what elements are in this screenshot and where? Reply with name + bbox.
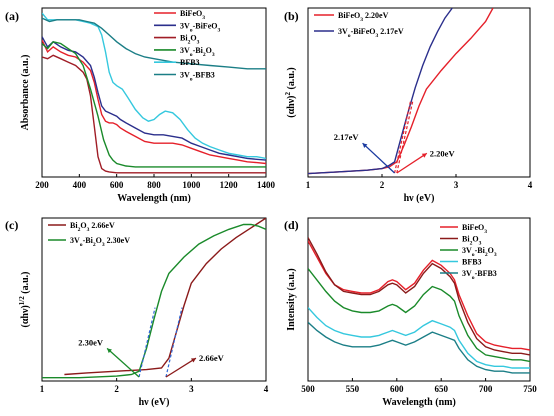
panel-label: (d) — [284, 218, 299, 232]
annotation-label: 2.17eV — [334, 132, 360, 142]
x-axis-label: hν (eV) — [404, 193, 435, 204]
x-tick-label: 400 — [73, 180, 87, 190]
legend-label: BiFeO3 — [180, 9, 205, 21]
series-line-Bi2O3 — [308, 237, 530, 356]
legend: BiFeO3 2.20eV 3Vo-BiFeO3 2.17eV — [314, 11, 404, 39]
x-tick-label: 1000 — [182, 180, 201, 190]
annotation-label: 2.30eV — [78, 337, 104, 347]
y-axis-label: Absorbance (a.u.) — [20, 55, 31, 131]
legend-label: 3Vo-Bi2O3 — [462, 246, 497, 258]
legend-label: Bi2O3 — [180, 34, 200, 46]
plot-frame — [41, 7, 267, 178]
legend-label: BiFeO3 — [462, 223, 487, 235]
tangent-line — [165, 307, 183, 378]
tangent-line — [138, 307, 156, 378]
panel-label: (a) — [5, 9, 19, 23]
legend-label: BFB3 — [180, 58, 200, 67]
annotation-arrow — [106, 347, 140, 378]
x-tick-label: 500 — [301, 384, 315, 394]
series-line-3VoBi2O3 — [42, 41, 266, 168]
x-tick-label: 750 — [523, 384, 537, 394]
x-tick-label: 2 — [380, 180, 385, 190]
series-line-BFB3 — [42, 12, 266, 160]
x-tick-label: 3 — [189, 384, 194, 394]
tangent-line — [393, 100, 412, 174]
series-line-3VoBFB3 — [42, 17, 266, 70]
x-axis-label: Wavelength (nm) — [382, 397, 456, 408]
x-tick-label: 550 — [346, 384, 360, 394]
plot-frame — [307, 217, 531, 382]
x-tick-label: 1 — [40, 384, 45, 394]
arrow-head — [421, 153, 427, 158]
x-tick-label: 4 — [264, 384, 269, 394]
panel-label: (b) — [284, 9, 299, 23]
x-tick-label: 1400 — [257, 180, 276, 190]
annotation-label: 2.66eV — [199, 353, 225, 363]
plot-frame — [41, 217, 267, 382]
series-line-3VoBFB3 — [308, 321, 530, 374]
x-tick-label: 1200 — [220, 180, 239, 190]
annotation-arrow — [362, 142, 396, 174]
legend-label: 3Vo-BiFeO3 — [180, 21, 220, 33]
x-axis-label: hν (eV) — [139, 397, 170, 408]
series-line-Bi2O3 — [64, 218, 266, 376]
panel-label: (c) — [5, 218, 18, 232]
series-line-3VoBi2O3 — [308, 268, 530, 363]
x-tick-label: 3 — [454, 180, 459, 190]
chart-panel-b: 1 2 3 4 hν (eV) (αhν)2 (a.u.) (b) BiFeO3 2.20eV… — [284, 7, 533, 204]
legend-label: BFB3 — [462, 258, 482, 267]
series-line-3VoBi2O3 — [42, 223, 266, 379]
legend-label: 3Vo-Bi2O3 2.30eV — [70, 236, 130, 248]
x-tick-label: 700 — [479, 384, 493, 394]
series-line-3VoBiFeO3 — [42, 36, 266, 161]
series-line-BiFeO3 — [308, 240, 530, 351]
arrow-head — [107, 348, 112, 354]
plot-frame — [307, 7, 531, 178]
legend: Bi2O3 2.66eV 3Vo-Bi2O3 2.30eV — [48, 221, 130, 248]
x-tick-label: 1 — [306, 180, 311, 190]
x-axis-label: Wavelength (nm) — [117, 193, 191, 204]
y-axis-label: (αhν)2 (a.u.) — [284, 67, 297, 118]
annotation-arrow — [165, 357, 197, 378]
x-tick-label: 650 — [434, 384, 448, 394]
x-tick-label: 2 — [114, 384, 119, 394]
series-line-Bi2O3 — [42, 54, 266, 174]
legend-label: 3Vo-BiFeO3 2.17eV — [338, 27, 404, 39]
x-tick-label: 4 — [528, 180, 533, 190]
tangent-line — [396, 100, 414, 174]
legend-label: 3Vo-Bi2O3 — [180, 46, 215, 58]
legend-label: Bi2O3 — [462, 235, 482, 247]
x-tick-label: 800 — [147, 180, 161, 190]
chart-panel-c: 1 2 3 4 hν (eV) (αhν)1/2 (a.u.) (c) Bi2O3 2.66e… — [5, 217, 269, 408]
legend-label: Bi2O3 2.66eV — [70, 221, 115, 233]
legend-label: 3Vo-BFB3 — [180, 71, 215, 83]
x-tick-label: 600 — [110, 180, 124, 190]
series-line-3VoBiFeO3 — [308, 8, 453, 175]
legend-label: 3Vo-BFB3 — [462, 269, 497, 281]
legend-label: BiFeO3 2.20eV — [338, 11, 389, 23]
series-line-BiFeO3 — [42, 39, 266, 165]
arrow-head — [362, 143, 368, 148]
x-tick-label: 600 — [390, 384, 404, 394]
y-axis-label: Intensity (a.u.) — [286, 268, 297, 331]
chart-panel-d: 500 550 600 650 700 750 Wavelength (nm) Intensi… — [284, 217, 537, 408]
x-tick-label: 200 — [35, 180, 49, 190]
y-axis-label: (αhν)1/2 (a.u.) — [18, 272, 31, 328]
series-line-BFB3 — [308, 307, 530, 369]
chart-panel-a: 200 400 600 800 1000 1200 1400 Wavelength (nm) A… — [5, 7, 276, 204]
arrow-head — [190, 358, 196, 363]
annotation-label: 2.20eV — [430, 148, 456, 158]
annotation-arrow — [396, 152, 428, 174]
